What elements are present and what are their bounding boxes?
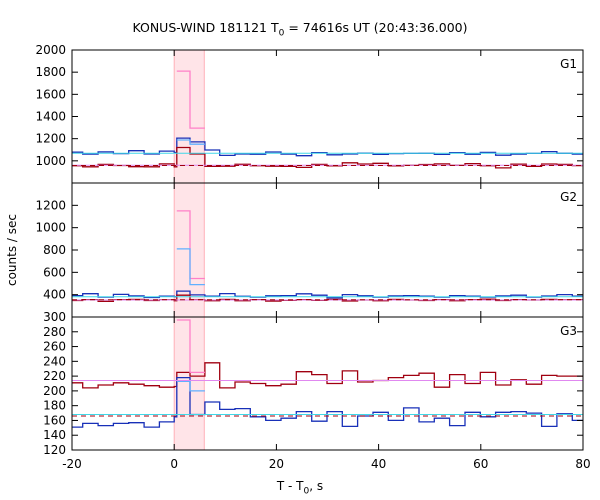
x-tick-label: 40 (371, 457, 386, 471)
y-tick-label: 300 (43, 310, 66, 324)
y-axis-label: counts / sec (5, 213, 19, 287)
highlight-band (174, 317, 205, 450)
y-tick-label: 240 (43, 354, 66, 368)
y-tick-label: 140 (43, 428, 66, 442)
x-tick-label: -20 (62, 457, 82, 471)
g3-frame (71, 316, 584, 451)
g3-series-light_blue-step (176, 380, 205, 392)
y-tick-label: 220 (43, 369, 66, 383)
y-tick-label: 1800 (35, 65, 66, 79)
y-tick-label: 400 (43, 288, 66, 302)
y-tick-label: 600 (43, 265, 66, 279)
x-tick-label: 20 (269, 457, 284, 471)
g2-series-light_blue-step (176, 248, 205, 286)
y-tick-label: 200 (43, 384, 66, 398)
x-tick-label: 60 (473, 457, 488, 471)
y-tick-label: 1400 (35, 110, 66, 124)
highlight-band (174, 50, 205, 183)
y-tick-label: 120 (43, 443, 66, 457)
x-tick-label: 0 (170, 457, 178, 471)
y-tick-label: 1200 (35, 132, 66, 146)
y-tick-label: 800 (43, 243, 66, 257)
g2-series-pink-step (176, 210, 205, 280)
y-tick-label: 260 (43, 340, 66, 354)
panel-label-g1: G1 (560, 57, 577, 71)
y-tick-label: 180 (43, 399, 66, 413)
chart-title: KONUS-WIND 181121 T0 = 74616s UT (20:43:… (132, 20, 468, 39)
y-tick-label: 1000 (35, 154, 66, 168)
panel-label-g2: G2 (560, 190, 577, 204)
y-tick-label: 2000 (35, 43, 66, 57)
y-tick-label: 1000 (35, 221, 66, 235)
y-tick-label: 280 (43, 325, 66, 339)
panel-label-g3: G3 (560, 324, 577, 338)
y-tick-label: 160 (43, 413, 66, 427)
g1-frame (71, 49, 584, 184)
g1-series-pink-step (176, 70, 205, 129)
g3-series-dark_red-step (72, 362, 583, 389)
x-tick-label: 80 (575, 457, 590, 471)
g3-series-pink-step (176, 319, 205, 374)
g1-series-light_blue-step (176, 139, 205, 145)
y-tick-label: 1600 (35, 87, 66, 101)
y-tick-label: 1200 (35, 198, 66, 212)
x-axis-label: T - T0, s (276, 479, 324, 497)
